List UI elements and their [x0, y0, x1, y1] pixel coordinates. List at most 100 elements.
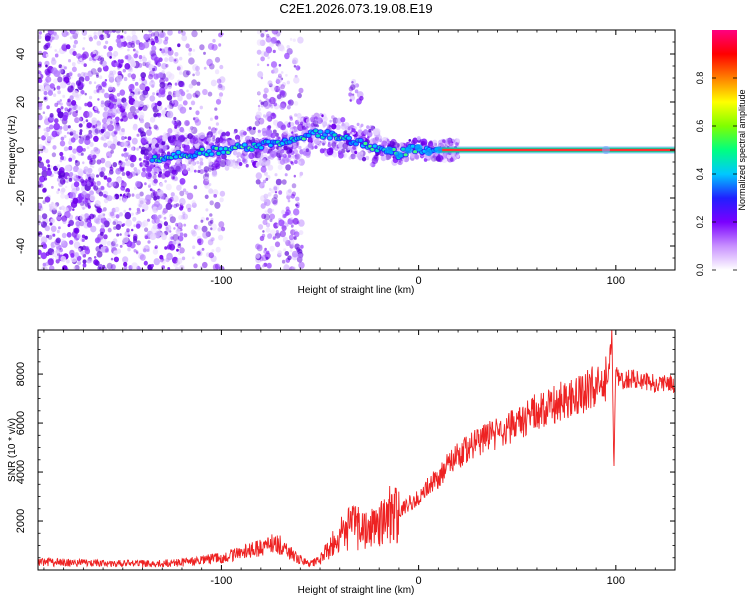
spectrogram-noise-cell: [87, 70, 94, 77]
spectrogram-noise-cell: [165, 49, 172, 57]
spectrogram-noise-cell: [54, 102, 59, 107]
spectrogram-noise-cell: [120, 167, 125, 173]
spectrogram-noise-cell: [68, 72, 73, 77]
spectrogram-noise-cell: [221, 131, 226, 137]
spectrogram-noise-cell: [140, 137, 147, 145]
spectrogram-noise-cell: [277, 250, 283, 256]
ridge-bubble: [404, 146, 413, 154]
spectrogram-noise-cell: [218, 221, 225, 228]
ridge-bubble: [434, 146, 443, 154]
spectrogram-noise-cell: [153, 31, 160, 38]
spectrogram-noise-cell: [277, 86, 281, 90]
spectrogram-noise-cell: [134, 88, 141, 96]
spectrogram-noise-cell: [219, 190, 226, 197]
spectrogram-noise-cell: [71, 30, 77, 37]
spectrogram-noise-cell: [208, 188, 214, 194]
spectrogram-noise-cell: [188, 160, 192, 165]
spectrogram-noise-cell: [359, 95, 364, 101]
spectrogram-noise-cell: [277, 149, 281, 154]
spectrogram-noise-cell: [238, 162, 243, 166]
spectrogram-noise-cell: [117, 70, 122, 76]
spectrogram-noise-cell: [67, 85, 74, 93]
ridge-inner-cell: [249, 148, 254, 152]
spectrogram-noise-cell: [199, 169, 204, 175]
colorbar-gradient: [712, 30, 737, 270]
spectrogram-noise-cell: [72, 208, 75, 211]
spectrogram-noise-cell: [274, 241, 281, 248]
spectrogram-noise-cell: [193, 169, 197, 173]
ridge-inner-cell: [358, 138, 363, 142]
spectrogram-noise-cell: [112, 30, 116, 33]
spectrogram-noise-cell: [38, 73, 41, 78]
spectrogram-noise-cell: [284, 251, 290, 256]
spectrogram-noise-cell: [78, 248, 81, 252]
spectrogram-noise-cell: [331, 115, 335, 120]
spectrogram-noise-cell: [307, 142, 313, 148]
spectrogram-noise-cell: [175, 239, 181, 245]
spectrogram-noise-cell: [263, 87, 269, 94]
spectrogram-noise-cell: [103, 131, 111, 139]
spectrogram-noise-cell: [270, 104, 274, 109]
spectrogram-noise-cell: [87, 34, 93, 40]
spectrogram-noise-cell: [297, 117, 303, 123]
spectrogram-noise-cell: [97, 98, 100, 101]
spectrogram-noise-cell: [292, 217, 299, 225]
spectrogram-noise-cell: [278, 157, 282, 161]
spectrogram-noise-cell: [53, 70, 61, 78]
spectrogram-noise-cell: [270, 188, 275, 194]
ridge-inner-cell: [150, 158, 155, 162]
spectrogram-noise-cell: [297, 253, 303, 260]
spectrogram-noise-cell: [319, 148, 325, 154]
spectrogram-noise-cell: [102, 122, 109, 130]
spectrogram-noise-cell: [80, 135, 84, 139]
spectrogram-noise-cell: [130, 42, 136, 49]
spectrogram-noise-cell: [278, 190, 283, 195]
spectrogram-noise-cell: [92, 128, 99, 136]
ridge-inner-cell: [174, 155, 178, 159]
spectrogram-noise-cell: [232, 162, 238, 169]
spectrogram-noise-cell: [207, 91, 213, 97]
spectrogram-noise-cell: [192, 117, 196, 121]
spectrogram-noise-cell: [144, 182, 147, 186]
spectrogram-noise-cell: [293, 236, 297, 241]
spectrogram-noise-cell: [157, 100, 162, 107]
spectrogram-noise-cell: [207, 43, 215, 50]
spectrogram-noise-cell: [438, 153, 441, 157]
spectrogram-noise-cell: [190, 100, 196, 106]
spectrogram-noise-cell: [74, 117, 80, 124]
spectrogram-noise-cell: [71, 62, 76, 67]
spectrogram-noise-cell: [410, 154, 414, 159]
spectrogram-noise-cell: [103, 106, 108, 112]
spectrogram-noise-cell: [100, 185, 105, 190]
spectrogram-noise-cell: [133, 224, 136, 228]
spectrogram-noise-cell: [277, 164, 283, 170]
spectrogram-noise-cell: [198, 132, 206, 140]
spectrogram-noise-cell: [182, 188, 187, 193]
spectrogram-noise-cell: [176, 184, 182, 191]
spectrogram-noise-cell: [99, 61, 103, 65]
spectrogram-noise-cell: [171, 120, 175, 124]
spectrogram-noise-cell: [169, 138, 176, 146]
spectrogram-noise-cell: [108, 73, 115, 80]
spectrogram-noise-cell: [163, 162, 170, 169]
spectrogram-noise-cell: [127, 111, 134, 120]
spectrogram-noise-cell: [47, 164, 51, 168]
spectrogram-noise-cell: [131, 212, 134, 216]
snr-frame: [37, 329, 676, 571]
spectrogram-noise-cell: [433, 142, 436, 145]
spectrogram-noise-cell: [47, 42, 51, 46]
spectrogram-noise-cell: [106, 262, 113, 270]
spectrogram-noise-cell: [75, 80, 82, 86]
spectrogram-noise-cell: [234, 134, 241, 141]
spectrogram-noise-cell: [165, 196, 169, 201]
spectrogram-noise-cell: [294, 160, 298, 164]
spectrogram-noise-cell: [66, 175, 70, 179]
spectrogram-noise-cell: [267, 56, 270, 60]
spectrogram-noise-cell: [274, 232, 281, 239]
spectrogram-noise-cell: [95, 236, 102, 244]
spectrogram-noise-cell: [193, 263, 198, 269]
spectrogram-noise-cell: [331, 123, 337, 130]
spectrogram-noise-cell: [162, 137, 166, 142]
spectrogram-noise-cell: [211, 249, 215, 253]
spectrogram-noise-cell: [357, 129, 363, 137]
